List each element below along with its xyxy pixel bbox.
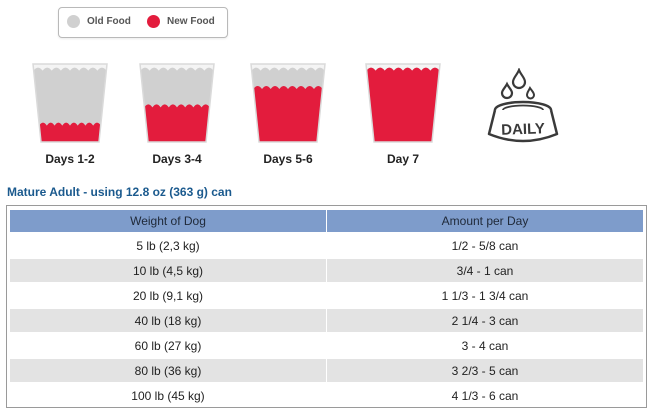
old-food-swatch <box>67 15 80 28</box>
water-drop-icon <box>511 68 527 90</box>
table-row: 100 lb (45 kg) 4 1/3 - 6 can <box>10 384 643 407</box>
daily-text: DAILY <box>501 120 545 139</box>
cup-days-5-6: Days 5-6 <box>247 58 329 166</box>
weight-cell: 100 lb (45 kg) <box>10 384 326 407</box>
food-cup-icon <box>32 63 108 143</box>
weight-cell: 10 lb (4,5 kg) <box>10 259 326 282</box>
section-title: Mature Adult - using 12.8 oz (363 g) can <box>7 185 232 199</box>
new-food-fill <box>144 104 210 142</box>
cup-label: Days 3-4 <box>152 152 202 166</box>
food-cup-icon <box>365 63 441 143</box>
legend-new-label: New Food <box>167 16 215 27</box>
new-food-fill <box>366 67 440 142</box>
cup-outline <box>139 63 215 143</box>
legend-old-food: Old Food <box>67 15 131 28</box>
table-row: 20 lb (9,1 kg) 1 1/3 - 1 3/4 can <box>10 284 643 307</box>
new-food-fill <box>39 122 101 142</box>
table-row: 80 lb (36 kg) 3 2/3 - 5 can <box>10 359 643 382</box>
table-row: 40 lb (18 kg) 2 1/4 - 3 can <box>10 309 643 332</box>
amount-cell: 3 2/3 - 5 can <box>327 359 643 382</box>
food-cup-icon <box>139 63 215 143</box>
weight-cell: 5 lb (2,3 kg) <box>10 234 326 257</box>
table-header-row: Weight of Dog Amount per Day <box>10 210 643 232</box>
amount-cell: 2 1/4 - 3 can <box>327 309 643 332</box>
cup-days-3-4: Days 3-4 <box>136 58 218 166</box>
legend-old-label: Old Food <box>87 16 131 27</box>
amount-cell: 3/4 - 1 can <box>327 259 643 282</box>
food-cup-icon <box>250 63 326 143</box>
cup-outline <box>250 63 326 143</box>
weight-cell: 60 lb (27 kg) <box>10 334 326 357</box>
weight-cell: 40 lb (18 kg) <box>10 309 326 332</box>
table-row: 60 lb (27 kg) 3 - 4 can <box>10 334 643 357</box>
feeding-table-container: Weight of Dog Amount per Day 5 lb (2,3 k… <box>6 205 647 408</box>
cup-outline <box>32 63 108 143</box>
weight-cell: 20 lb (9,1 kg) <box>10 284 326 307</box>
water-bowl-icon: DAILY <box>487 68 559 143</box>
water-drop-icon <box>500 81 514 100</box>
table-row: 10 lb (4,5 kg) 3/4 - 1 can <box>10 259 643 282</box>
water-drop-icon <box>525 86 536 100</box>
amount-cell: 3 - 4 can <box>327 334 643 357</box>
amount-cell: 4 1/3 - 6 can <box>327 384 643 407</box>
cup-label: Days 1-2 <box>45 152 95 166</box>
header-weight: Weight of Dog <box>10 210 326 232</box>
cup-outline <box>365 63 441 143</box>
cup-label: Day 7 <box>386 152 420 166</box>
amount-cell: 1/2 - 5/8 can <box>327 234 643 257</box>
cup-day-7: Day 7 <box>362 58 444 166</box>
new-food-fill <box>253 86 323 142</box>
feeding-table: Weight of Dog Amount per Day 5 lb (2,3 k… <box>9 208 644 409</box>
weight-cell: 80 lb (36 kg) <box>10 359 326 382</box>
legend-new-food: New Food <box>147 15 215 28</box>
header-amount: Amount per Day <box>327 210 643 232</box>
amount-cell: 1 1/3 - 1 3/4 can <box>327 284 643 307</box>
food-legend: Old Food New Food <box>58 7 228 38</box>
cup-days-1-2: Days 1-2 <box>29 58 111 166</box>
table-row: 5 lb (2,3 kg) 1/2 - 5/8 can <box>10 234 643 257</box>
new-food-swatch <box>147 15 160 28</box>
cup-label: Days 5-6 <box>263 152 313 166</box>
